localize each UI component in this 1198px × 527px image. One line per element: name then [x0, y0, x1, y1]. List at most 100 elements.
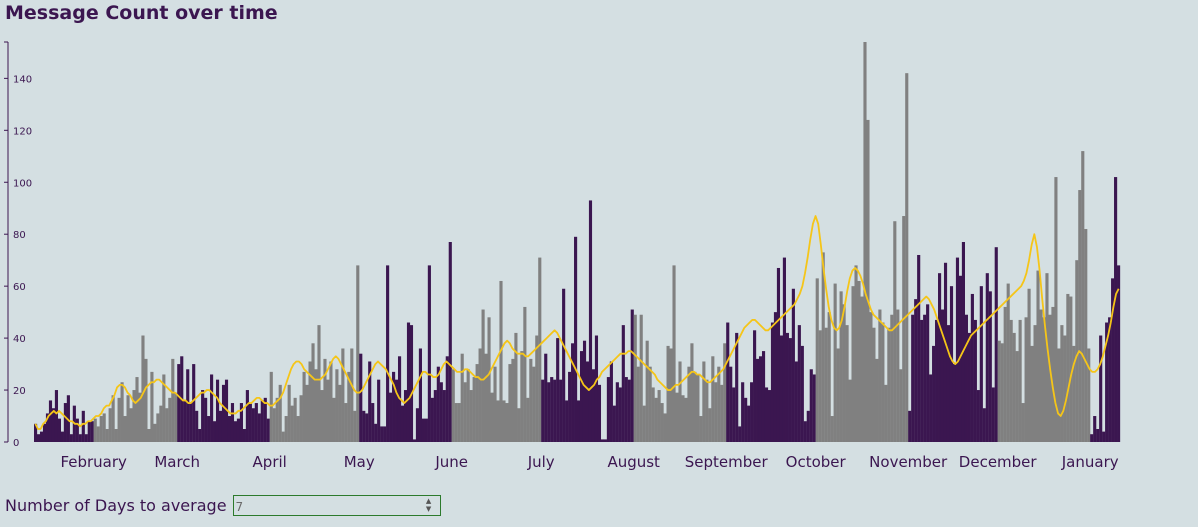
- bar: [1042, 317, 1046, 442]
- bar: [577, 400, 581, 442]
- bar: [711, 356, 715, 442]
- bar: [923, 314, 927, 442]
- bar: [377, 379, 381, 442]
- bar: [1039, 309, 1043, 442]
- bar: [526, 397, 530, 442]
- bar: [639, 314, 643, 442]
- spinner-icon[interactable]: ▲ ▼: [425, 497, 432, 513]
- bar: [818, 330, 822, 442]
- bar: [260, 400, 264, 442]
- bar: [120, 382, 124, 442]
- bar: [269, 371, 273, 442]
- bar: [779, 335, 784, 442]
- bar: [123, 416, 127, 442]
- bar: [917, 254, 921, 442]
- bar: [675, 392, 679, 442]
- bar: [973, 319, 977, 442]
- bar: [929, 374, 933, 442]
- bar: [568, 371, 572, 442]
- bar: [412, 439, 417, 442]
- bar: [165, 408, 169, 442]
- bar: [1066, 293, 1070, 442]
- bar: [87, 421, 91, 442]
- bar: [690, 343, 694, 442]
- bar: [403, 390, 408, 442]
- bar: [672, 265, 676, 442]
- bar: [1045, 273, 1049, 442]
- bar: [409, 325, 414, 442]
- y-tick-label: 120: [13, 126, 32, 137]
- bar: [392, 371, 396, 442]
- bar: [565, 400, 569, 442]
- average-days-field[interactable]: ▲▼: [232, 495, 441, 517]
- bar: [1021, 403, 1025, 442]
- bar: [508, 364, 512, 442]
- bar: [99, 416, 103, 442]
- bar: [442, 390, 446, 442]
- bar: [669, 348, 673, 442]
- bar: [582, 340, 587, 442]
- bar: [800, 345, 804, 442]
- bar: [520, 351, 524, 442]
- x-tick-label: September: [685, 453, 769, 471]
- bar: [362, 410, 366, 442]
- bar: [317, 325, 321, 442]
- bar: [791, 288, 795, 442]
- bar: [851, 286, 855, 442]
- bar: [490, 392, 494, 442]
- bar: [708, 408, 712, 442]
- bar: [926, 304, 930, 442]
- bar: [78, 434, 82, 442]
- bar: [845, 325, 849, 442]
- bar: [383, 426, 387, 442]
- bar: [1015, 351, 1019, 442]
- bar: [1003, 306, 1007, 442]
- bar: [806, 410, 810, 442]
- bar: [630, 309, 634, 442]
- x-tick-label: May: [344, 453, 375, 471]
- bar: [102, 413, 106, 442]
- bar: [899, 369, 903, 442]
- y-tick-label: 20: [13, 386, 26, 397]
- bar: [213, 421, 217, 442]
- bar: [69, 434, 73, 442]
- bar: [368, 361, 372, 442]
- bar: [135, 377, 139, 442]
- bar: [994, 247, 998, 442]
- bar: [1018, 319, 1022, 442]
- average-days-input[interactable]: [233, 497, 418, 517]
- bar: [884, 384, 888, 442]
- bar: [114, 429, 118, 442]
- bar: [201, 390, 205, 442]
- bar: [949, 286, 954, 442]
- bar: [955, 257, 960, 442]
- bar: [544, 353, 548, 442]
- bar: [395, 379, 399, 442]
- bar: [198, 429, 202, 442]
- y-tick-label: 60: [13, 282, 26, 293]
- bar: [302, 371, 306, 442]
- bar: [574, 236, 578, 442]
- y-tick-label: 140: [13, 74, 32, 85]
- bar: [660, 403, 664, 442]
- bar: [678, 361, 682, 442]
- bar: [96, 426, 100, 442]
- bar: [236, 418, 241, 442]
- bar: [1036, 270, 1040, 442]
- bar: [502, 400, 506, 442]
- bar: [1084, 229, 1088, 442]
- bar: [189, 403, 193, 442]
- bar: [579, 351, 584, 442]
- bar: [168, 397, 172, 442]
- x-tick-label: June: [434, 453, 468, 471]
- bar: [272, 408, 276, 442]
- bar: [642, 405, 646, 442]
- bar: [785, 332, 789, 442]
- chart-title: Message Count over time: [5, 2, 278, 24]
- bar: [460, 353, 464, 442]
- bar: [872, 327, 876, 442]
- bar: [1090, 434, 1094, 442]
- bar: [1057, 348, 1061, 442]
- bar: [263, 397, 267, 442]
- x-axis-labels: February March April May June July August Septe…: [60, 453, 1118, 471]
